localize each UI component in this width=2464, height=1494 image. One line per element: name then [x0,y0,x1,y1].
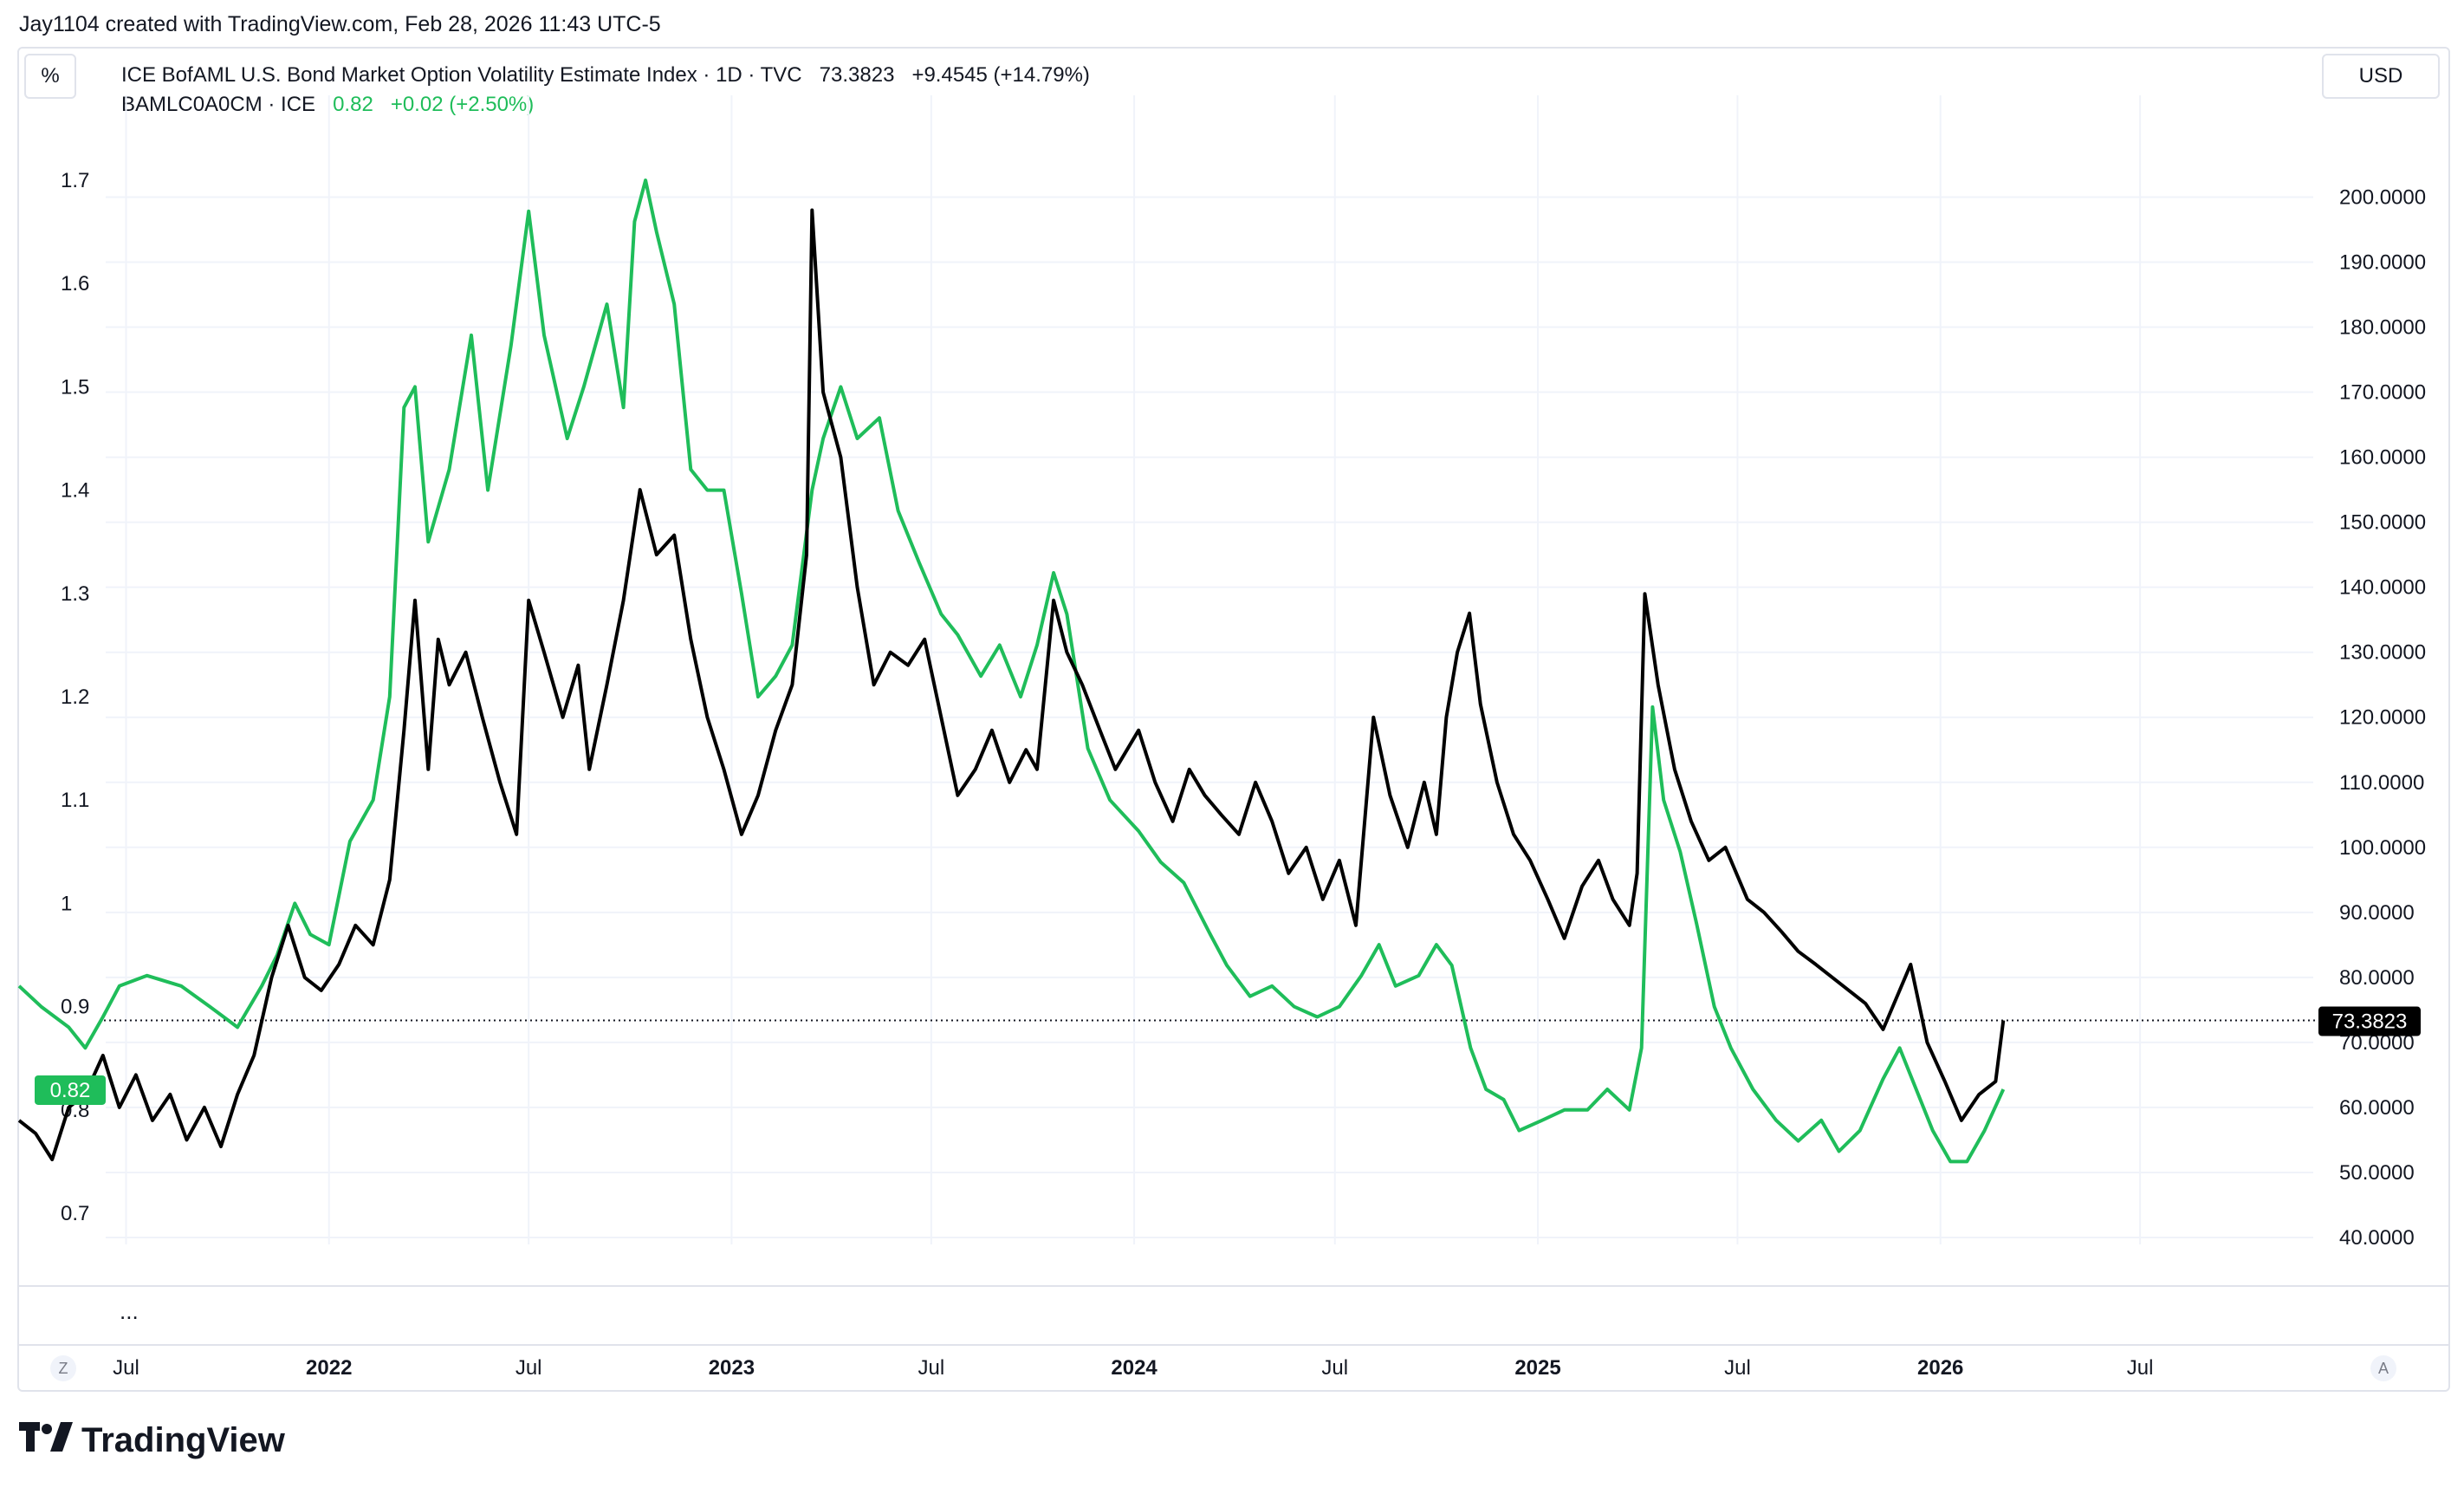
auto-scale-button[interactable]: A [2370,1355,2396,1381]
right-axis-tick-label: 170.0000 [2339,381,2426,405]
move-series-line [17,208,2006,1161]
right-axis-tick-label: 160.0000 [2339,446,2426,470]
x-axis-tick-label: Jul [113,1356,139,1380]
x-axis-tick-label: 2024 [1111,1356,1157,1380]
spread-last-value-text: 0.82 [50,1079,91,1102]
tradingview-logo-icon [19,1421,73,1460]
spread-series-line [17,179,2006,1164]
move-last-value-text: 73.3823 [2332,1010,2408,1034]
legend-spread-change: +0.02 (+2.50%) [390,93,535,116]
x-axis-tick-label: Jul [1724,1356,1751,1380]
left-axis-tick-label: 1.7 [61,169,89,192]
right-axis-tick-label: 200.0000 [2339,185,2426,209]
left-axis-tick-label: 1.2 [61,685,89,709]
x-axis-tick-label: 2026 [1917,1356,1963,1380]
right-axis-tick-label: 130.0000 [2339,641,2426,665]
chart-axes: 200.0000190.0000180.0000170.0000160.0000… [61,169,2426,1380]
x-axis-tick-label: 2022 [306,1356,352,1380]
chart-price-labels: 73.3823 0.82 [35,1006,2421,1105]
x-axis-tick-label: Jul [1321,1356,1348,1380]
legend-move-name: ICE BofAML U.S. Bond Market Option Volat… [121,63,802,87]
right-axis-tick-label: 150.0000 [2339,511,2426,535]
left-axis-tick-label: 1.5 [61,375,89,399]
right-axis-tick-label: 110.0000 [2339,771,2424,795]
x-axis-tick-label: Jul [515,1356,542,1380]
legend: ICE BofAML U.S. Bond Market Option Volat… [121,61,1090,120]
left-axis-tick-label: 0.9 [61,996,89,1019]
legend-row-spread[interactable]: BAMLC0A0CM · ICE 0.82 +0.02 (+2.50%) [121,90,1090,120]
more-indicators-button[interactable]: ... [120,1298,139,1324]
right-axis-tick-label: 90.0000 [2339,901,2415,925]
move-last-value-bg [2318,1006,2421,1036]
tradingview-wordmark: TradingView [81,1421,285,1459]
right-axis-tick-label: 50.0000 [2339,1161,2415,1185]
right-axis-tick-label: 140.0000 [2339,576,2426,600]
x-axis-tick-label: Jul [918,1356,944,1380]
spread-last-value-label: 0.82 [35,1075,106,1105]
left-axis-tick-label: 1.3 [61,582,89,606]
left-axis-tick-label: 1.6 [61,272,89,296]
legend-move-change: +9.4545 (+14.79%) [911,63,1090,87]
legend-row-move[interactable]: ICE BofAML U.S. Bond Market Option Volat… [121,61,1090,90]
left-axis-tick-label: 1.1 [61,789,89,812]
credit-text: Jay1104 created with TradingView.com, Fe… [19,12,661,36]
zoom-button[interactable]: Z [50,1355,76,1381]
right-axis-tick-label: 60.0000 [2339,1096,2415,1120]
chart-series [17,179,2322,1164]
right-axis-tick-label: 190.0000 [2339,250,2426,274]
x-axis-tick-label: Jul [2127,1356,2154,1380]
legend-spread-name: BAMLC0A0CM · ICE [121,93,316,116]
right-axis-tick-label: 120.0000 [2339,706,2426,730]
left-axis-tick-label: 1 [61,892,72,915]
tradingview-brand[interactable]: TradingView [19,1421,285,1460]
legend-spread-value: 0.82 [333,93,373,116]
spread-last-value-bg [35,1075,106,1105]
right-axis-tick-label: 180.0000 [2339,316,2426,340]
move-last-value-label: 73.3823 [2318,1006,2421,1036]
x-axis-tick-label: 2023 [709,1356,755,1380]
legend-move-value: 73.3823 [819,63,895,87]
chart-grid [106,95,2313,1244]
percent-scale-button[interactable]: % [24,54,76,99]
left-axis-tick-label: 0.7 [61,1202,89,1225]
currency-button[interactable]: USD [2322,54,2440,99]
left-axis-tick-label: 1.4 [61,479,89,503]
right-axis-tick-label: 100.0000 [2339,836,2426,860]
x-axis-tick-label: 2025 [1514,1356,1560,1380]
chart-frame [17,47,2450,1392]
right-axis-tick-label: 40.0000 [2339,1226,2415,1250]
right-axis-tick-label: 80.0000 [2339,966,2415,990]
